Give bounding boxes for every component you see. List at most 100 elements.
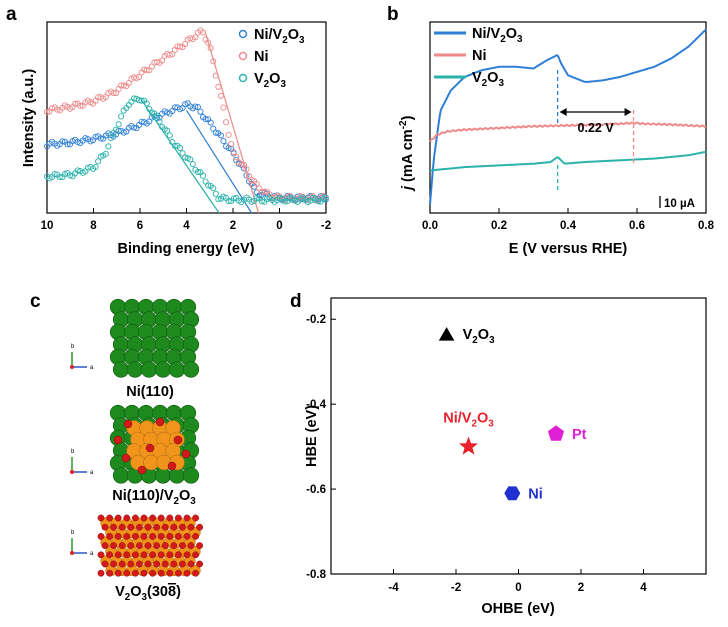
- o-atom: [140, 551, 148, 559]
- panel-b-xlabel: E (V versus RHE): [509, 241, 628, 257]
- panel-a-x-tick-label: 8: [90, 220, 97, 232]
- o-atom: [114, 551, 122, 559]
- panel-a-data-point: [115, 121, 122, 128]
- o-atom: [123, 551, 131, 559]
- panel-b-ylabel-part: j: [400, 185, 416, 192]
- o-atom: [101, 542, 109, 549]
- panel-d-y-tick-label: -0.2: [306, 314, 326, 326]
- panel-d-point-label-part: 3: [489, 335, 495, 346]
- o-atom: [123, 569, 131, 577]
- panel-d-point-label-part: 2: [472, 335, 478, 346]
- panel-a-data-point: [176, 43, 184, 50]
- panel-a-legend-label-part: V: [254, 71, 264, 87]
- panel-d-point-label-part: Pt: [572, 427, 587, 443]
- panel-a-data-point: [189, 161, 196, 168]
- panel-b-scale-bar-label: 10 µA: [664, 198, 695, 210]
- panel-a-data-point: [225, 131, 232, 138]
- o-atom: [114, 569, 122, 577]
- panel-a-x-ticks: 10 8 6 4 2 0 -2: [41, 208, 331, 232]
- o-atom: [97, 551, 105, 559]
- panel-a-x-tick-label: 0: [276, 220, 282, 232]
- axis-label-b: b: [71, 449, 75, 455]
- o-atom: [196, 542, 204, 549]
- panel-a-legend-label: Ni/V2O3: [254, 27, 305, 46]
- structure-label: Ni(110)/V2O3: [112, 488, 196, 507]
- panel-a-x-tick-label: 2: [230, 220, 236, 232]
- panel-a-data-point: [194, 103, 201, 111]
- panel-a-fit-line: [204, 31, 260, 214]
- legend-marker: [238, 29, 248, 39]
- panel-d-scatter-chart: -4 -2 0 2 4-0.2-0.4-0.6-0.8 V2O3Ni/V2O3PtNi …: [304, 297, 707, 617]
- panel-a-legend-label-part: 2: [264, 79, 270, 90]
- o-atom: [144, 523, 152, 531]
- panel-a-data-point: [77, 102, 84, 109]
- panel-d-point-triangle: [438, 327, 455, 341]
- panel-a-data-point: [115, 85, 122, 93]
- panel-b-legend-label-part: 3: [498, 78, 504, 89]
- o-atom: [118, 560, 126, 568]
- panel-a-data-point: [230, 148, 237, 156]
- axis-origin: [70, 365, 74, 369]
- panel-b-x-tick-label: 0.8: [698, 220, 715, 232]
- panel-a-data-point: [253, 180, 260, 187]
- panel-a-data-point: [187, 156, 194, 163]
- o-atom: [170, 523, 178, 531]
- panel-b-arrowhead: [559, 108, 567, 116]
- panel-a-legend-label: Ni: [254, 49, 269, 65]
- o-atom: [187, 523, 195, 531]
- structure-label-part: Ni(110): [126, 384, 174, 400]
- o-atom: [170, 560, 178, 568]
- o-atom: [153, 523, 161, 531]
- panel-a-x-tick-label: 6: [137, 220, 143, 232]
- o-atom: [166, 514, 174, 522]
- o-atom: [97, 533, 105, 540]
- o-atom: [127, 523, 135, 531]
- panel-b-x-tick-label: 0.4: [560, 220, 577, 232]
- panel-d-x-tick-label: -2: [451, 582, 461, 594]
- panel-a-data-point: [130, 95, 138, 102]
- o-atom: [192, 533, 200, 540]
- o-atom: [144, 542, 152, 549]
- panel-d-point-label-part: V: [463, 327, 473, 343]
- panel-b-legend-label-part: O: [487, 70, 498, 86]
- o-atom: [113, 435, 123, 445]
- panel-a-data-point: [228, 141, 235, 148]
- axis-label-b: b: [71, 530, 75, 536]
- panel-d-y-tick-label: -0.4: [306, 399, 326, 411]
- panel-a-legend-label-part: 3: [280, 79, 286, 90]
- panel-a-data-point: [253, 195, 260, 202]
- panel-b-legend-label-part: 3: [517, 34, 523, 45]
- panel-a-data-point: [309, 194, 317, 202]
- panel-d-point-label-part: 2: [471, 419, 477, 430]
- panel-a-data-point: [59, 138, 66, 145]
- o-atom: [140, 533, 148, 540]
- o-atom: [192, 551, 200, 559]
- panel-a-data-point: [92, 163, 99, 171]
- o-atom: [174, 514, 182, 522]
- panel-b-legend-label-part: Ni/V: [472, 26, 501, 42]
- panel-d-point-star: [459, 436, 478, 455]
- o-atom: [166, 551, 174, 559]
- panel-d-point-label-part: O: [478, 327, 489, 343]
- o-atom: [187, 542, 195, 549]
- panel-d-point-label: V2O3: [463, 327, 495, 346]
- o-atom: [192, 569, 200, 577]
- panel-a-data-point: [143, 67, 150, 74]
- panel-a-data-point: [202, 178, 209, 185]
- panel-letter-c: c: [30, 291, 41, 312]
- panel-a-series: [43, 27, 329, 214]
- o-atom: [183, 514, 191, 522]
- panel-a-data-point: [197, 108, 204, 115]
- o-atom: [127, 542, 135, 549]
- o-atom: [106, 569, 114, 577]
- o-atom: [101, 523, 109, 531]
- panel-b-legend-label: Ni/V2O3: [472, 26, 523, 45]
- panel-a-data-point: [164, 127, 171, 134]
- o-atom: [167, 461, 177, 471]
- structure-label-part: Ni(110)/V: [112, 488, 174, 504]
- ni-atom: [182, 467, 200, 484]
- panel-a-legend-label-part: O: [269, 71, 280, 87]
- panel-d-frame: [330, 297, 707, 575]
- panel-d-x-tick-label: -4: [388, 582, 399, 594]
- o-atom: [157, 551, 165, 559]
